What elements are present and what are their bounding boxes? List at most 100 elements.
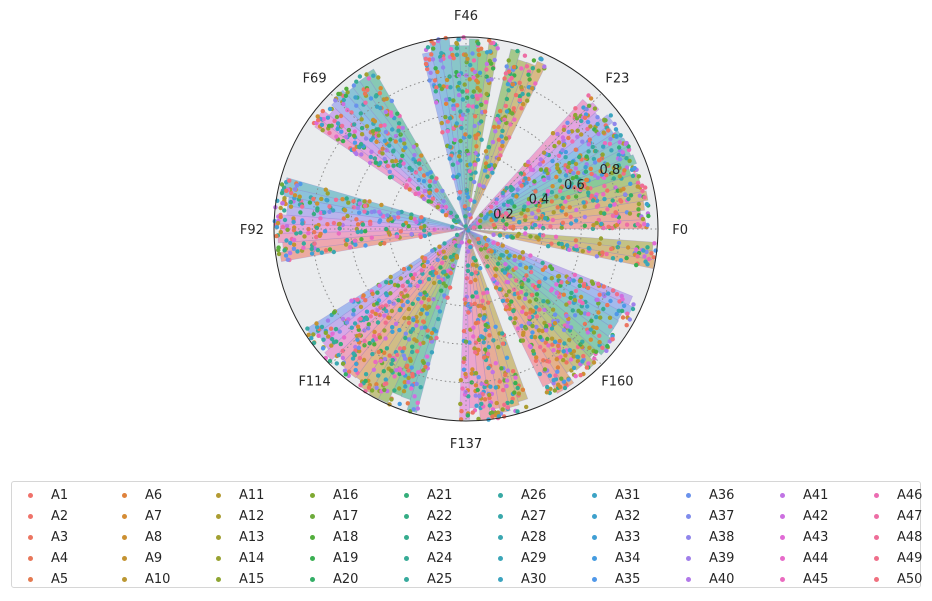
- series-point: [325, 115, 331, 120]
- series-point: [484, 155, 490, 160]
- series-point: [367, 341, 372, 346]
- series-point: [325, 191, 330, 196]
- series-point: [280, 224, 286, 230]
- series-point: [426, 297, 431, 302]
- series-point: [589, 171, 594, 177]
- series-point: [376, 133, 381, 138]
- series-point: [552, 388, 557, 393]
- legend-item: A14: [216, 550, 264, 566]
- series-point: [434, 188, 439, 193]
- legend-marker: [686, 513, 691, 519]
- series-point: [556, 140, 562, 145]
- series-point: [598, 236, 604, 241]
- series-point: [383, 129, 389, 135]
- series-point: [566, 135, 571, 141]
- series-point: [584, 177, 590, 183]
- legend-marker: [404, 576, 409, 582]
- series-point: [573, 147, 578, 152]
- legend-label: A24: [427, 550, 453, 566]
- series-point: [478, 266, 483, 271]
- series-point: [364, 316, 369, 321]
- series-point: [386, 315, 392, 320]
- series-point: [576, 170, 581, 175]
- series-point: [601, 306, 606, 312]
- series-point: [495, 261, 501, 266]
- series-point: [575, 134, 580, 139]
- series-point: [468, 176, 474, 182]
- series-point: [522, 296, 528, 301]
- series-point: [627, 211, 633, 216]
- series-point: [509, 75, 514, 81]
- series-point: [440, 209, 445, 214]
- series-point: [406, 380, 411, 385]
- series-point: [590, 198, 596, 203]
- series-point: [325, 318, 331, 323]
- series-point: [355, 205, 361, 210]
- series-point: [616, 308, 621, 313]
- series-point: [447, 156, 452, 161]
- radial-tick-label: 0.8: [600, 163, 621, 178]
- series-point: [353, 367, 358, 373]
- legend-marker: [498, 576, 503, 582]
- series-point: [505, 378, 510, 383]
- series-point: [467, 212, 472, 217]
- series-point: [479, 401, 484, 406]
- series-point: [434, 270, 439, 276]
- series-point: [359, 237, 364, 242]
- series-point: [483, 161, 489, 166]
- series-point: [548, 224, 553, 229]
- series-point: [362, 343, 367, 348]
- legend-item: A33: [592, 529, 640, 545]
- series-point: [431, 41, 436, 46]
- legend-item: A25: [404, 571, 452, 587]
- series-point: [351, 205, 356, 210]
- series-point: [315, 114, 320, 119]
- series-point: [526, 85, 532, 90]
- series-point: [503, 372, 508, 378]
- legend-label: A40: [709, 571, 735, 587]
- series-point: [614, 292, 620, 297]
- legend-label: A16: [333, 487, 359, 503]
- series-point: [463, 214, 468, 219]
- series-point: [512, 254, 517, 259]
- series-point: [559, 376, 564, 381]
- series-point: [553, 373, 558, 378]
- series-point: [594, 314, 599, 320]
- series-point: [479, 137, 484, 142]
- series-point: [485, 351, 491, 357]
- series-point: [466, 310, 471, 315]
- series-point: [377, 335, 383, 340]
- series-point: [319, 122, 325, 128]
- series-point: [333, 98, 338, 103]
- series-point: [504, 293, 509, 298]
- series-point: [532, 200, 538, 205]
- series-point: [512, 320, 517, 326]
- series-point: [581, 181, 587, 187]
- series-point: [361, 357, 367, 363]
- series-point: [588, 166, 593, 171]
- series-point: [496, 137, 502, 142]
- series-point: [555, 162, 560, 168]
- series-point: [549, 288, 554, 293]
- series-point: [474, 104, 479, 109]
- series-point: [492, 57, 497, 63]
- series-point: [590, 144, 595, 150]
- series-point: [409, 365, 414, 370]
- series-point: [406, 337, 412, 342]
- series-point: [560, 195, 565, 201]
- series-point: [441, 281, 446, 286]
- series-point: [388, 291, 393, 296]
- series-point: [465, 268, 471, 274]
- series-point: [544, 323, 549, 329]
- series-point: [406, 224, 411, 229]
- series-point: [630, 306, 636, 312]
- series-point: [561, 357, 566, 363]
- legend-item: A36: [686, 487, 734, 503]
- series-point: [282, 248, 287, 253]
- series-point: [454, 174, 460, 180]
- legend-label: A33: [615, 529, 641, 545]
- legend-label: A49: [897, 550, 923, 566]
- series-point: [555, 369, 560, 374]
- legend-label: A7: [145, 508, 163, 524]
- series-point: [515, 385, 520, 391]
